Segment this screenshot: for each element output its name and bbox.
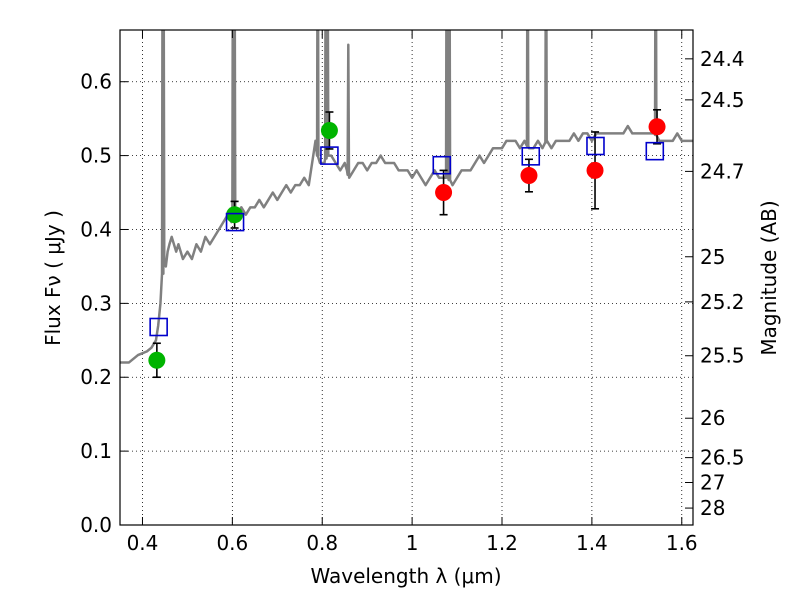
photometry-point [648,118,666,136]
x-tick-label: 1.6 [666,531,698,555]
y-tick-label: 0.5 [80,144,112,168]
photometry-point [586,161,604,179]
mag-tick-label: 26 [700,406,725,430]
plot-area [120,30,693,379]
photometry-point [148,351,166,369]
model-spectrum-line [120,30,693,364]
model-flux-square [586,136,605,156]
y-tick-label: 0.2 [80,365,112,389]
grid-lines [120,30,693,526]
x-tick-label: 1 [406,531,419,555]
mag-tick-label: 25 [700,245,725,269]
mag-tick-label: 24.5 [700,88,745,112]
mag-tick-label: 25.5 [700,344,745,368]
photometry-point [320,121,338,139]
y-tick-label: 0.4 [80,217,112,241]
y-tick-label: 0.3 [80,291,112,315]
model-flux-square [320,146,339,165]
x-tick-label: 0.8 [306,531,338,555]
mag-tick-label: 26.5 [700,446,745,470]
y-tick-label: 0.6 [80,70,112,94]
y2-axis-title: Magnitude (AB) [757,200,781,355]
mag-tick-label: 28 [700,496,725,520]
y-tick-label: 0.0 [80,513,112,537]
model-flux-square [432,155,452,175]
model-flux-square [149,317,168,337]
plot-background [120,30,693,525]
plot-frame [119,29,694,526]
photometry-point [226,206,244,224]
photometry-point [520,167,538,185]
y-axis-title: Flux Fν ( μJy ) [41,210,65,346]
mag-tick-label: 25.2 [700,290,745,314]
x-tick-label: 0.6 [216,531,248,555]
axis-ticks: 0.4 0.6 0.8 1 1.2 1.4 1.6 0.0 0.1 0.2 0.3 0.4 0.5 0.6… [80,30,745,555]
x-axis-title: Wavelength λ (μm) [310,564,501,588]
y-tick-label: 0.1 [80,439,112,463]
mag-tick-label: 24.7 [700,159,745,183]
model-flux-square [225,212,245,232]
x-tick-label: 1.2 [486,531,518,555]
x-tick-label: 0.4 [127,531,159,555]
model-flux-square [645,141,665,161]
photometry-point [435,184,453,202]
x-tick-label: 1.4 [576,531,608,555]
model-flux-square [521,147,541,166]
mag-tick-label: 27 [700,470,725,494]
mag-tick-label: 24.4 [700,47,745,71]
